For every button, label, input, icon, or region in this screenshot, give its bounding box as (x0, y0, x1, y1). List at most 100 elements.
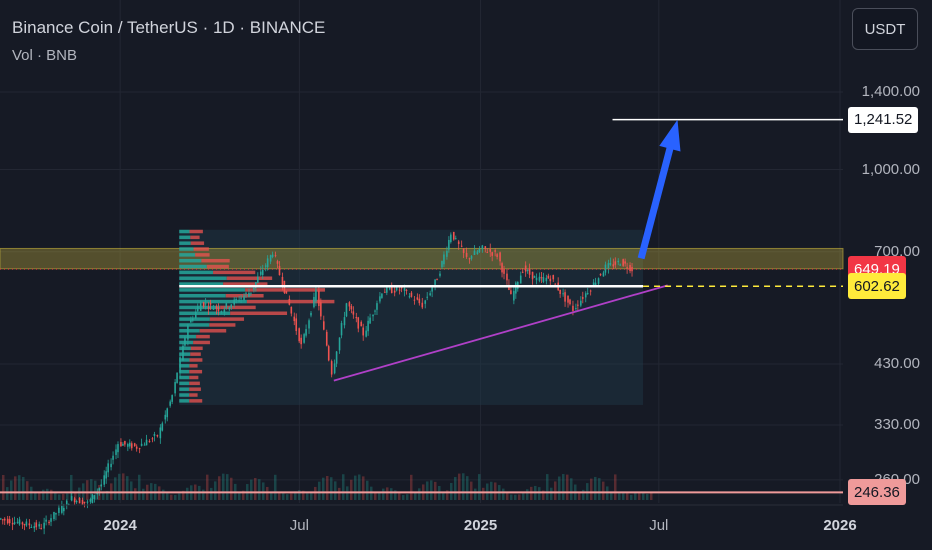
candle (33, 526, 36, 529)
candle (120, 442, 122, 447)
candle (531, 271, 534, 280)
candle (63, 507, 65, 512)
candle (489, 249, 492, 252)
range-box (179, 229, 644, 405)
volume-profile-bar (193, 247, 209, 251)
volume-profile-bar (179, 229, 190, 234)
candle (431, 287, 433, 292)
volume-bar (366, 480, 369, 500)
volume-bar (434, 481, 437, 500)
volume-bar (202, 489, 205, 500)
candle (110, 463, 112, 468)
candle (424, 300, 427, 304)
candle (21, 522, 24, 525)
volume-bar (474, 488, 477, 500)
volume-bar (314, 486, 317, 500)
volume-bar (342, 474, 345, 500)
candle (261, 270, 264, 275)
candle (253, 287, 255, 290)
candle (538, 276, 541, 281)
candle (220, 311, 223, 313)
volume-bar (38, 492, 41, 500)
volume-bar (326, 476, 329, 500)
candle (103, 475, 105, 485)
candle (215, 306, 218, 309)
candle (192, 318, 194, 321)
volume-bar (646, 493, 649, 500)
candle (127, 443, 129, 447)
volume-bar (362, 476, 365, 500)
candle (572, 305, 574, 312)
volume-profile-bar (179, 288, 246, 292)
candle (545, 277, 548, 282)
resistance-zone[interactable] (0, 247, 844, 270)
volume-bar (390, 488, 393, 500)
candle (372, 314, 374, 317)
volume-bar (426, 481, 429, 500)
volume-profile-bar (179, 329, 200, 333)
volume-bar (578, 492, 581, 500)
candle (330, 361, 333, 375)
volume-profile-bar (189, 387, 201, 391)
currency-button[interactable]: USDT (852, 8, 918, 50)
volume-bar (50, 489, 53, 500)
candle (365, 330, 367, 337)
candle (313, 296, 315, 308)
candle (614, 261, 617, 265)
volume-bar (94, 480, 97, 500)
candle (133, 443, 136, 447)
volume-bar (222, 473, 225, 500)
candle (607, 263, 610, 270)
candle (528, 269, 531, 275)
price-tick-label: 430.00 (874, 355, 920, 372)
volume-profile-bar (193, 340, 210, 345)
volume-bar (130, 481, 133, 500)
candle (179, 357, 181, 373)
volume-bar (514, 494, 517, 500)
candle (93, 495, 96, 500)
candle (549, 278, 552, 282)
candle (580, 300, 582, 306)
volume-bar (70, 474, 73, 500)
volume-bar (214, 481, 217, 500)
target-arrow[interactable] (637, 119, 681, 260)
volume-profile-bar (179, 375, 190, 380)
candle (577, 304, 579, 306)
volume-bar (282, 492, 285, 500)
volume-bar (286, 494, 289, 500)
volume-profile-bar (201, 258, 230, 263)
volume-bar (86, 480, 89, 500)
volume-indicator-label: Vol · BNB (12, 47, 78, 64)
candle (89, 499, 92, 502)
candle (367, 320, 369, 332)
volume-bar (350, 479, 353, 500)
volume-profile-bar (179, 264, 207, 269)
ascending-trendline[interactable] (333, 284, 668, 382)
time-tick-label: Jul (649, 517, 669, 534)
volume-profile-bar (189, 369, 203, 374)
volume-profile-bar (190, 235, 200, 240)
candle (343, 317, 346, 326)
volume-bar (590, 478, 593, 500)
candle (115, 449, 117, 455)
volume-profile-bar (189, 375, 199, 380)
volume-bar (270, 491, 273, 500)
candle (235, 299, 237, 301)
candle (161, 423, 164, 431)
candle (58, 507, 60, 513)
candle (250, 292, 252, 294)
candle (575, 308, 577, 310)
volume-bar (322, 477, 325, 500)
candle (460, 245, 463, 247)
candle (11, 523, 14, 525)
candle (318, 290, 320, 307)
candle (418, 298, 421, 304)
candle (345, 303, 348, 317)
volume-bar (310, 492, 313, 500)
candle (169, 401, 171, 406)
candle (524, 265, 527, 272)
volume-profile-bar (179, 276, 227, 280)
candle (187, 325, 189, 340)
